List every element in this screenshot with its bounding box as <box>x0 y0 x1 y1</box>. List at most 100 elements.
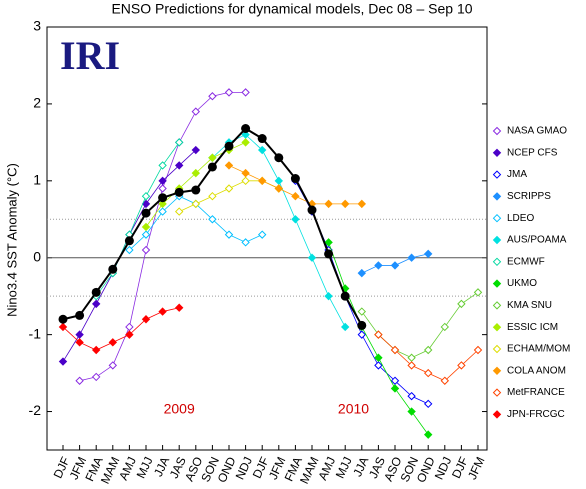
legend-label: MetFRANCE <box>507 387 565 398</box>
mean-marker <box>290 174 300 184</box>
marker <box>241 238 250 247</box>
legend-label: UKMO <box>507 278 537 289</box>
mean-marker <box>191 185 201 195</box>
marker <box>374 261 383 270</box>
marker <box>241 168 250 178</box>
legend-label: ECHAM/MOM <box>507 344 570 355</box>
mean-marker <box>174 187 184 197</box>
legend-marker <box>492 279 502 288</box>
marker <box>191 199 201 209</box>
marker <box>191 145 201 155</box>
marker <box>141 245 151 255</box>
marker <box>340 199 350 209</box>
y-tick-label: 1 <box>33 172 41 188</box>
marker <box>423 368 433 378</box>
mean-marker <box>274 153 284 163</box>
marker <box>423 399 433 409</box>
marker <box>208 153 217 162</box>
marker <box>174 161 184 170</box>
marker <box>208 215 217 224</box>
marker <box>241 88 250 97</box>
marker <box>91 372 101 382</box>
marker <box>257 176 267 186</box>
marker <box>257 230 267 239</box>
legend-label: NCEP CFS <box>507 147 558 158</box>
mean-marker <box>158 193 168 203</box>
logo: IRI <box>60 33 120 78</box>
marker <box>440 322 450 332</box>
mean-marker <box>58 314 68 324</box>
marker <box>357 268 367 278</box>
marker <box>224 161 234 170</box>
marker <box>91 345 101 355</box>
marker <box>158 307 167 316</box>
marker <box>390 261 400 270</box>
legend-marker <box>492 344 502 354</box>
mean-marker <box>141 208 151 218</box>
marker <box>158 207 167 216</box>
marker <box>224 88 234 97</box>
chart-title: ENSO Predictions for dynamical models, D… <box>111 1 472 17</box>
marker <box>224 230 234 239</box>
marker <box>423 345 433 355</box>
marker <box>374 330 383 339</box>
marker <box>224 184 234 193</box>
marker <box>208 191 217 201</box>
legend-label: COLA ANOM <box>507 365 566 376</box>
plot-frame <box>46 26 488 451</box>
marker <box>440 376 450 385</box>
marker <box>307 253 317 262</box>
mean-marker <box>124 236 134 246</box>
legend-marker <box>492 148 502 158</box>
marker <box>158 161 167 170</box>
marker <box>141 230 151 239</box>
marker <box>91 299 101 309</box>
y-tick-label: 3 <box>33 18 41 34</box>
mean-marker <box>91 287 101 297</box>
marker <box>274 184 284 193</box>
legend-label: ECMWF <box>507 256 545 267</box>
mean-marker <box>224 141 234 151</box>
legend-label: ESSIC ICM <box>507 322 558 333</box>
marker <box>108 338 118 347</box>
marker <box>174 138 184 147</box>
marker <box>324 238 333 247</box>
legend-marker <box>492 322 502 332</box>
series-line <box>95 142 180 297</box>
legend-label: JMA <box>507 169 527 180</box>
mean-marker <box>340 291 350 301</box>
legend-label: LDEO <box>507 213 534 224</box>
marker <box>158 184 167 193</box>
marker <box>75 338 84 347</box>
marker <box>174 207 184 216</box>
marker <box>174 303 184 312</box>
mean-marker <box>241 124 251 134</box>
legend-marker <box>492 126 502 136</box>
marker <box>191 168 201 178</box>
marker <box>457 361 466 370</box>
y-tick-label: 2 <box>33 95 41 111</box>
marker <box>457 299 466 309</box>
annotation: 2010 <box>338 401 369 417</box>
mean-marker <box>357 320 367 330</box>
marker <box>208 92 217 101</box>
marker <box>390 384 400 393</box>
marker <box>357 199 367 209</box>
mean-marker <box>207 162 217 172</box>
marker <box>407 407 416 416</box>
legend-label: AUS/POAMA <box>507 235 567 246</box>
legend-marker <box>492 410 502 419</box>
mean-marker <box>257 134 267 144</box>
marker <box>423 249 433 259</box>
marker <box>473 288 483 297</box>
marker <box>191 107 201 116</box>
annotation: 2009 <box>164 401 195 417</box>
marker <box>257 145 267 155</box>
legend-label: KMA SNU <box>507 300 552 311</box>
legend-label: JPN-FRCGC <box>507 409 565 420</box>
marker <box>125 245 134 255</box>
marker <box>58 322 68 332</box>
marker <box>324 199 333 209</box>
marker <box>241 176 250 186</box>
legend-label: NASA GMAO <box>507 126 567 137</box>
